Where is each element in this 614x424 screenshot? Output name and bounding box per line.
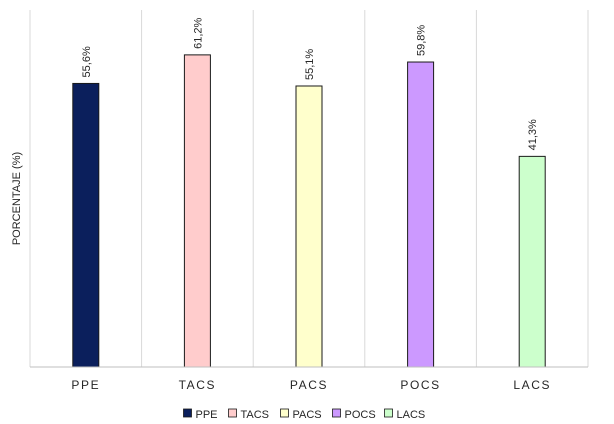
bar-tacs <box>183 54 211 368</box>
legend-swatch-pocs <box>332 408 341 418</box>
data-label-lacs: 41,3% <box>527 119 539 150</box>
bar-lacs <box>518 155 546 368</box>
legend-swatch-pacs <box>280 408 289 418</box>
tick-label-pocs: POCS <box>400 378 440 392</box>
tick-label-tacs: TACS <box>179 378 217 392</box>
legend-label-ppe: PPE <box>196 409 218 421</box>
legend-swatch-ppe <box>183 408 192 418</box>
x-axis-ticks: PPE TACS PACS POCS LACS <box>71 378 551 392</box>
legend-label-pocs: POCS <box>345 409 376 421</box>
legend-label-pacs: PACS <box>293 409 322 421</box>
legend-swatch-lacs <box>384 408 393 418</box>
legend: PPE TACS PACS POCS LACS <box>183 408 426 421</box>
y-axis-title: PORCENTAJE (%) <box>11 152 23 245</box>
bar-ppe <box>72 82 100 368</box>
tick-label-pacs: PACS <box>290 378 328 392</box>
tick-label-lacs: LACS <box>513 378 551 392</box>
legend-swatch-tacs <box>228 408 237 418</box>
data-label-ppe: 55,6% <box>81 46 93 77</box>
data-label-pocs: 59,8% <box>416 25 428 56</box>
data-label-tacs: 61,2% <box>192 17 204 48</box>
legend-label-tacs: TACS <box>241 409 270 421</box>
tick-label-ppe: PPE <box>71 378 100 392</box>
bar-pocs <box>407 61 435 368</box>
bar-pacs <box>295 85 323 368</box>
data-label-pacs: 55,1% <box>304 49 316 80</box>
bars <box>72 54 546 368</box>
data-labels: 55,6% 61,2% 55,1% 59,8% 41,3% <box>81 17 539 150</box>
legend-label-lacs: LACS <box>397 409 426 421</box>
grid-lines <box>29 10 589 367</box>
